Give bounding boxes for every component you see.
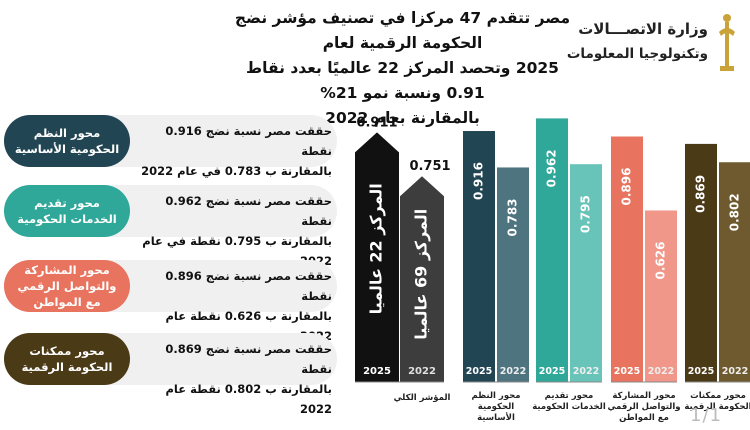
category-label-3: محور ممكنات الحكومة الرقمية (684, 391, 750, 412)
page-title: مصر تتقدم 47 مركزا في تصنيف مؤشر نضج الح… (230, 6, 575, 131)
overall-category-label: المؤشر الكلي (394, 393, 451, 403)
bar-value-label-2025-0: 0.916 (472, 162, 486, 200)
card-citizen-engagement: محور المشاركة والتواصل الرقمي مع المواطن… (4, 260, 337, 343)
bar-year-label-2022-1: 2022 (573, 366, 599, 377)
overall-rank-label-2022: المركز 69 عالميا (412, 209, 431, 340)
bar-2022-1 (570, 164, 602, 382)
logo-line-1: وزارة الاتصـــالات (578, 20, 708, 38)
bar-value-label-2022-2: 0.626 (654, 241, 668, 279)
card-line-1: حققت مصر نسبة نضج 0.962 نقطة (165, 194, 332, 228)
bar-2022-2 (645, 210, 677, 382)
bar-value-label-2025-3: 0.869 (694, 175, 708, 213)
card-line-2: بالمقارنة ب 0.802 نقطة عام 2022 (165, 382, 332, 416)
bar-value-label-2022-3: 0.802 (728, 193, 742, 231)
card-service-delivery: محور تقديم الخدمات الحكومية حققت مصر نسب… (4, 185, 337, 268)
bar-2025-0 (463, 131, 495, 382)
category-label-0: محور النظم الحكومية الأساسية (471, 391, 520, 423)
card-gov-enablers: محور ممكنات الحكومة الرقمية حققت مصر نسب… (4, 333, 337, 416)
bar-year-label-2022-3: 2022 (722, 366, 748, 377)
title-line-3: بالمقارنة بعام 2022 (325, 109, 480, 127)
overall-rank-label-2025: المركز 22 عالميا (367, 183, 386, 314)
overall-year-label-2022: 2022 (408, 366, 436, 377)
bar-value-label-2025-1: 0.962 (545, 149, 559, 187)
card-line-2: بالمقارنة ب 0.783 في عام 2022 (141, 164, 332, 178)
bar-year-label-2025-2: 2025 (614, 366, 640, 377)
overall-bar-2025 (355, 132, 399, 382)
card-line-1: حققت مصر نسبة نضج 0.869 نقطة (165, 342, 332, 376)
ministry-logo: وزارة الاتصـــالات وتكنولوجيا المعلومات (567, 8, 742, 78)
bar-year-label-2022-0: 2022 (500, 366, 526, 377)
pharaonic-emblem-icon (719, 14, 735, 71)
logo-line-2: وتكنولوجيا المعلومات (566, 46, 708, 62)
title-line-2: 2025 وتحصد المركز 22 عالميًا بعدد نقاط 0… (246, 59, 559, 102)
bar-year-label-2025-0: 2025 (466, 366, 492, 377)
card-core-systems: محور النظم الحكومية الأساسية حققت مصر نس… (4, 115, 337, 178)
overall-bar-2022 (400, 176, 444, 382)
title-line-1: مصر تتقدم 47 مركزا في تصنيف مؤشر نضج الح… (234, 9, 571, 52)
page-number: 1/1 (690, 405, 722, 426)
card-label-band: محور ممكنات الحكومة الرقمية (4, 333, 130, 385)
card-description: حققت مصر نسبة نضج 0.962 نقطة بالمقارنة ب… (136, 191, 332, 271)
card-label-band: محور تقديم الخدمات الحكومية (4, 185, 130, 237)
card-description: حققت مصر نسبة نضج 0.916 نقطة بالمقارنة ب… (136, 121, 332, 181)
bar-2022-0 (497, 167, 529, 382)
card-line-1: حققت مصر نسبة نضج 0.896 نقطة (165, 269, 332, 303)
bar-year-label-2025-1: 2025 (539, 366, 565, 377)
bar-value-label-2022-0: 0.783 (506, 198, 520, 236)
bar-2025-2 (611, 136, 643, 382)
bar-value-label-2025-2: 0.896 (620, 168, 634, 206)
bar-2025-1 (536, 118, 568, 383)
maturity-bar-chart: 0.911 المركز 22 عالميا 2025 0.751 المركز 69 … (355, 115, 750, 423)
overall-value-label-2025: 0.911 (356, 115, 397, 130)
overall-year-label-2025: 2025 (363, 366, 391, 377)
category-label-2: محور المشاركة والتواصل الرقمي مع المواطن (607, 391, 680, 423)
bar-2025-3 (685, 143, 717, 382)
bar-year-label-2025-3: 2025 (688, 366, 714, 377)
bar-value-label-2022-1: 0.795 (579, 195, 593, 233)
card-label-band: محور المشاركة والتواصل الرقمي مع المواطن (4, 260, 130, 312)
bar-year-label-2022-2: 2022 (648, 366, 674, 377)
category-label-1: محور تقديم الخدمات الحكومية (532, 391, 606, 412)
bar-2022-3 (719, 162, 750, 382)
card-label-band: محور النظم الحكومية الأساسية (4, 115, 130, 167)
card-description: حققت مصر نسبة نضج 0.869 نقطة بالمقارنة ب… (136, 339, 332, 419)
card-line-1: حققت مصر نسبة نضج 0.916 نقطة (165, 124, 332, 158)
overall-value-label-2022: 0.751 (409, 159, 450, 174)
